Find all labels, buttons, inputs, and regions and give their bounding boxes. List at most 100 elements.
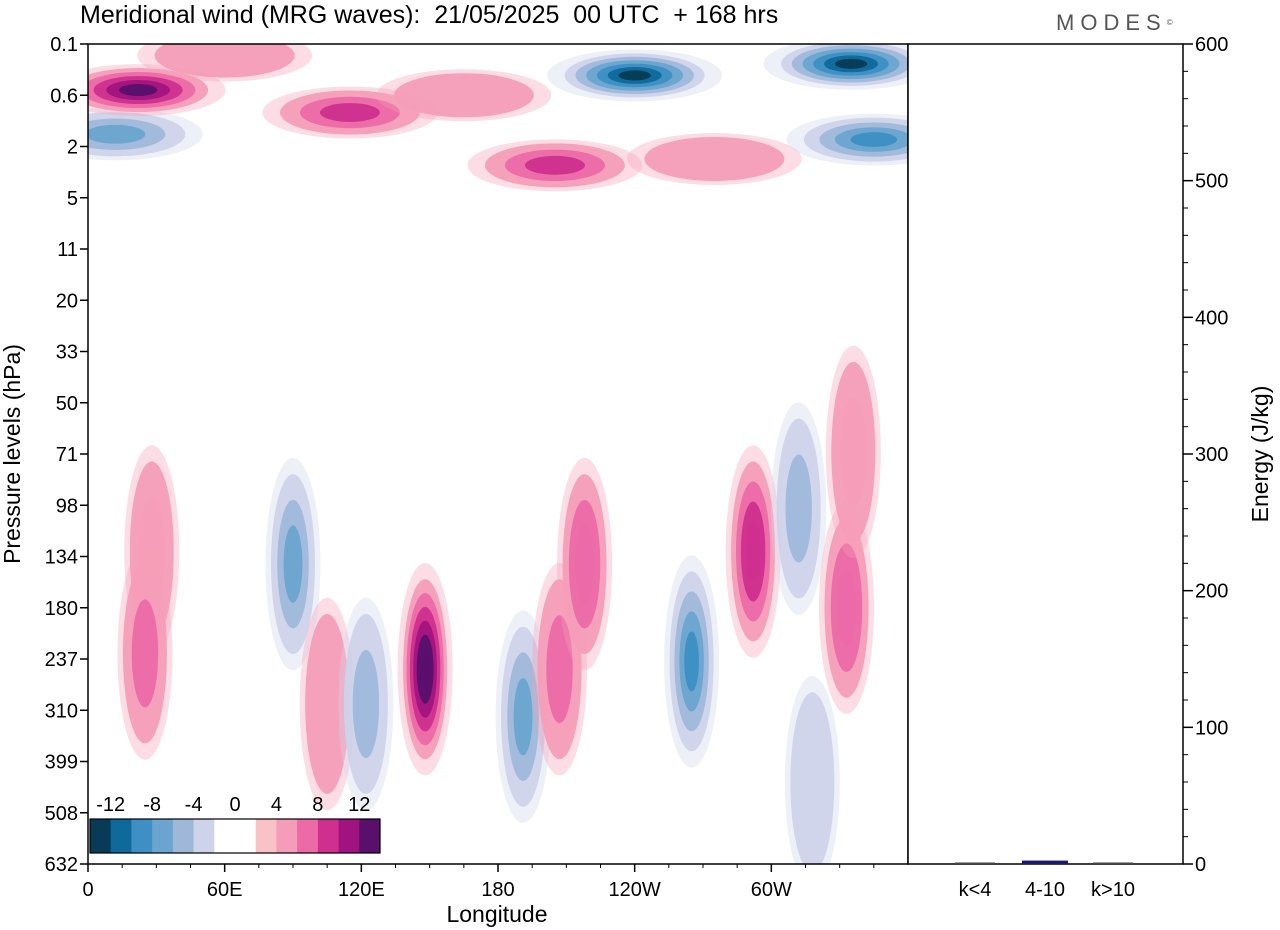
logo-text: MODES [1056,10,1167,35]
colorbar-swatch [338,819,360,853]
colorbar-swatch [172,819,195,853]
logo-mark: © [1166,18,1173,27]
energy-axis-title: Energy (J/kg) [1247,386,1273,523]
energy-frame [907,43,1184,865]
colorbar-label: 8 [312,794,323,816]
contour-region [547,49,723,102]
contour-level [790,692,835,864]
contour-region [495,610,551,823]
colorbar-swatch [131,819,153,853]
x-tick-label: 120W [609,879,661,901]
contour-region [819,501,874,714]
contour-level [352,649,380,758]
y-tick-label: 2 [67,137,78,159]
y-tick-label: 50 [56,393,78,415]
colorbar-label: -8 [143,794,161,816]
y-tick-label: 508 [45,803,78,825]
contour-region [88,64,226,116]
contour-level [745,521,761,582]
y-tick-label: 237 [45,649,78,671]
energy-bar [955,862,995,864]
contour-region [557,457,613,671]
contour-region [784,676,840,864]
contour-region [299,597,355,811]
y-tick-label: 180 [45,598,78,620]
y-tick-label: 134 [45,547,78,569]
contour-region [338,597,394,811]
energy-tick-label: 300 [1195,444,1228,466]
contour-level [524,155,585,175]
colorbar-swatch [317,819,340,853]
contour-region [786,113,908,166]
colorbar-swatch [276,819,298,853]
heatmap-panel: -12 -8 -4 0 4 8 12 0.1 0.6 2 5 11 20 33 50 71 98 134 180 2… [0,34,909,927]
colorbar-swatch [193,819,215,853]
contour-level [785,454,812,563]
contour-region [137,44,313,82]
colorbar-swatch [235,819,257,853]
colorbar-label: -4 [185,794,203,816]
contour-region [88,108,203,161]
y-tick-label: 11 [57,239,78,261]
contour-level [131,599,159,708]
energy-category-label: 4-10 [1025,879,1065,901]
heatmap-contours [88,44,908,864]
energy-category-label: k<4 [959,879,992,901]
x-axis-title: Longitude [446,901,547,927]
energy-tick-label: 400 [1195,307,1228,329]
x-tick-label: 60E [207,879,243,901]
energy-tick-label: 0 [1195,854,1206,876]
contour-region [626,133,802,185]
contour-level [305,613,350,794]
energy-panel: 0 100 200 300 400 500 600 k<4 4-10 k>10 Energy (… [907,34,1273,901]
contour-region [117,547,173,760]
energy-category-label: k>10 [1091,879,1135,901]
y-tick-label: 33 [56,342,78,364]
colorbar-swatch [359,819,381,853]
contour-level [575,525,594,603]
contour-level [513,678,533,756]
contour-region [467,139,643,192]
contour-level [837,569,856,647]
contour-region [262,86,438,139]
contour-level [420,648,431,690]
colorbar-swatch [214,819,236,853]
energy-tick-label: 100 [1195,717,1228,739]
y-tick-label: 632 [45,854,78,876]
colorbar-swatch [90,819,112,853]
contour-region [825,345,881,559]
chart-title: Meridional wind (MRG waves): 21/05/2025 … [80,1,779,29]
y-axis-title: Pressure levels (hPa) [0,344,25,564]
contour-level [644,136,785,181]
x-axis-ticks: 0 60E 120E 180 120W 60W [82,864,875,901]
energy-x-axis-ticks: k<4 4-10 k>10 [959,879,1135,901]
y-tick-label: 310 [45,700,78,722]
contour-level [834,58,868,69]
contour-level [283,525,303,603]
contour-level [393,73,534,118]
contour-region [265,457,321,671]
y-axis-ticks: 0.1 0.6 2 5 11 20 33 50 71 98 134 180 237 310 399 508 63… [45,34,88,876]
contour-level [154,44,295,78]
energy-tick-label: 500 [1195,171,1228,193]
heatmap-background [88,44,908,864]
colorbar-label: -12 [96,794,125,816]
colorbar-swatch [152,819,174,853]
colorbar-label: 4 [271,794,282,816]
y-tick-label: 71 [56,444,78,466]
x-tick-label: 180 [481,879,514,901]
y-tick-label: 5 [67,188,78,210]
x-tick-label: 120E [338,879,385,901]
y-tick-label: 0.1 [50,34,78,56]
y-tick-label: 20 [56,290,78,312]
contour-level [684,631,699,692]
contour-level [119,84,158,97]
energy-tick-label: 200 [1195,581,1228,603]
y-tick-label: 399 [45,752,78,774]
energy-tick-label: 600 [1195,34,1228,56]
y-tick-label: 0.6 [50,85,78,107]
colorbar-frame [89,818,381,854]
energy-y-axis-ticks: 0 100 200 300 400 500 600 [1183,34,1228,876]
contour-level [88,124,146,144]
x-tick-label: 60W [751,879,792,901]
